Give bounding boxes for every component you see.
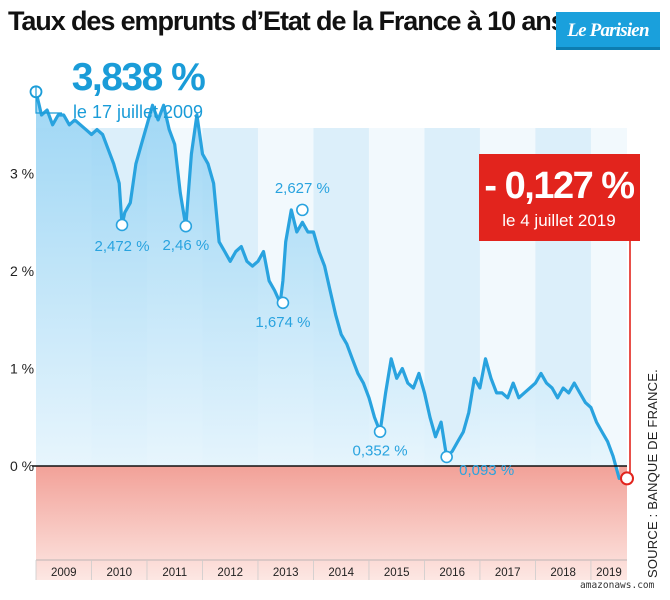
annotation-marker — [179, 219, 193, 233]
chart-title: Taux des emprunts d’Etat de la France à … — [8, 6, 566, 36]
annotation-label: 0,352 % — [353, 443, 408, 460]
y-tick-label: 0 % — [10, 458, 34, 474]
y-tick-label: 3 % — [10, 166, 34, 182]
max-rate-leader — [35, 86, 62, 114]
annotation-marker — [276, 296, 290, 310]
y-tick-label: 2 % — [10, 263, 34, 279]
negative-zone — [36, 466, 627, 580]
x-tick-label: 2017 — [495, 567, 521, 579]
annotation-marker — [620, 471, 634, 486]
annotation-label: 2,46 % — [162, 237, 209, 254]
max-rate-date: le 17 juillet 2009 — [73, 102, 203, 122]
x-tick-label: 2018 — [550, 567, 576, 579]
x-tick-label: 2014 — [328, 567, 354, 579]
annotation-label: 2,472 % — [94, 238, 149, 255]
source-credit: SOURCE : BANQUE DE FRANCE. — [645, 369, 660, 578]
annotation-label: 0,093 % — [459, 462, 514, 479]
x-tick-label: 2010 — [106, 567, 132, 579]
annotation-marker — [440, 450, 453, 464]
min-rate-date: le 4 juillet 2019 — [502, 211, 615, 230]
x-tick-label: 2015 — [384, 567, 410, 579]
y-tick-label: 1 % — [10, 361, 34, 377]
x-tick-label: 2016 — [439, 567, 465, 579]
annotation-label: 2,627 % — [275, 180, 330, 197]
rate-line — [34, 90, 621, 480]
max-rate-value: 3,838 % — [72, 56, 205, 99]
min-rate-value: - 0,127 % — [484, 165, 634, 207]
annotation-marker — [373, 425, 387, 438]
watermark: amazonaws.com — [580, 580, 655, 591]
annotation-label: 1,674 % — [255, 314, 310, 331]
x-tick-label: 2013 — [273, 567, 299, 579]
le-parisien-logo: Le Parisien — [556, 12, 660, 50]
annotation-marker — [115, 218, 129, 232]
min-rate-box — [479, 154, 640, 241]
x-tick-label: 2012 — [217, 567, 243, 579]
x-tick-label: 2011 — [162, 567, 187, 579]
x-tick-label: 2019 — [596, 567, 622, 579]
annotation-marker — [296, 203, 309, 217]
x-tick-label: 2009 — [51, 567, 77, 579]
